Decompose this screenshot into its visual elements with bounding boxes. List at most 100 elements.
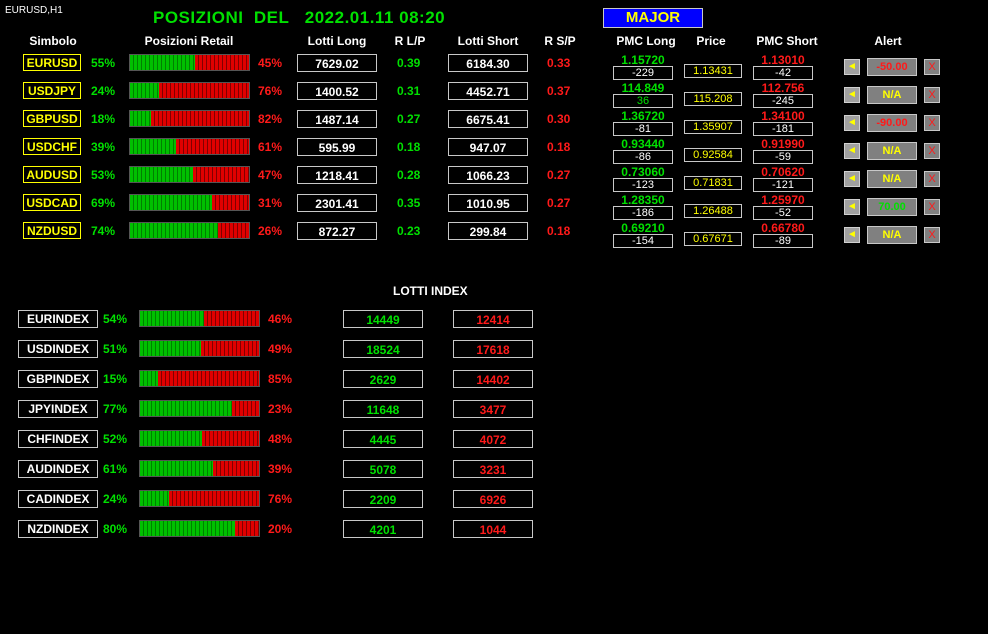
alert-value[interactable]: -90.00: [867, 114, 917, 132]
alert-bell-icon[interactable]: ◄: [844, 59, 860, 75]
header-lotti-short: Lotti Short: [457, 34, 519, 48]
rsp-value: 0.30: [547, 112, 571, 126]
short-bar-fill: [212, 195, 249, 210]
short-percent: 76%: [258, 84, 283, 98]
alert-close-icon[interactable]: X: [924, 87, 940, 103]
symbol-button[interactable]: EURUSD: [23, 54, 81, 71]
pmc-short-value: 0.91990: [761, 137, 805, 151]
short-bar-fill: [168, 491, 259, 506]
index-long-lots: 11648: [343, 400, 423, 418]
lotti-short-value: 947.07: [448, 138, 528, 156]
index-position-bar: [139, 490, 260, 507]
pmc-long-diff: -86: [613, 150, 673, 164]
page-title: POSIZIONI DEL 2022.01.11 08:20: [153, 8, 446, 27]
lotti-long-value: 1218.41: [297, 166, 377, 184]
short-bar-fill: [231, 401, 259, 416]
short-bar-fill: [200, 341, 259, 356]
index-long-lots: 14449: [343, 310, 423, 328]
pmc-long-diff: -229: [613, 66, 673, 80]
alert-bell-icon[interactable]: ◄: [844, 115, 860, 131]
pmc-short-value: 0.70620: [761, 165, 805, 179]
rsp-value: 0.33: [547, 56, 571, 70]
index-long-percent: 61%: [103, 462, 128, 476]
pmc-long-diff: -123: [613, 178, 673, 192]
pmc-long-value: 1.36720: [621, 109, 665, 123]
rlp-value: 0.28: [397, 168, 421, 182]
long-bar-fill: [130, 55, 196, 70]
long-bar-fill: [140, 341, 201, 356]
index-short-percent: 76%: [268, 492, 293, 506]
index-name: CHFINDEX: [18, 430, 98, 448]
alert-bell-icon[interactable]: ◄: [844, 227, 860, 243]
alert-value[interactable]: 70.00: [867, 198, 917, 216]
rlp-value: 0.27: [397, 112, 421, 126]
short-bar-fill: [195, 55, 249, 70]
alert-close-icon[interactable]: X: [924, 227, 940, 243]
lotti-short-value: 4452.71: [448, 82, 528, 100]
symbol-button[interactable]: AUDUSD: [23, 166, 81, 183]
pmc-long-value: 114.849: [621, 81, 665, 95]
alert-bell-icon[interactable]: ◄: [844, 199, 860, 215]
index-position-bar: [139, 310, 260, 327]
pmc-short-diff: -121: [753, 178, 813, 192]
header-alert: Alert: [874, 34, 902, 48]
header-rlp: R L/P: [394, 34, 426, 48]
major-button[interactable]: MAJOR: [603, 8, 703, 28]
alert-value[interactable]: -50.00: [867, 58, 917, 76]
long-bar-fill: [140, 431, 202, 446]
short-bar-fill: [176, 139, 249, 154]
pmc-long-diff: -186: [613, 206, 673, 220]
symbol-button[interactable]: USDJPY: [23, 82, 81, 99]
index-long-percent: 77%: [103, 402, 128, 416]
index-name: GBPINDEX: [18, 370, 98, 388]
price-value: 115.208: [684, 92, 742, 106]
pmc-short-diff: -42: [753, 66, 813, 80]
retail-position-bar: [129, 82, 250, 99]
rsp-value: 0.18: [547, 224, 571, 238]
alert-bell-icon[interactable]: ◄: [844, 143, 860, 159]
short-percent: 26%: [258, 224, 283, 238]
index-short-lots: 14402: [453, 370, 533, 388]
pmc-short-value: 1.25970: [761, 193, 805, 207]
alert-close-icon[interactable]: X: [924, 115, 940, 131]
alert-value[interactable]: N/A: [867, 226, 917, 244]
alert-close-icon[interactable]: X: [924, 199, 940, 215]
short-bar-fill: [218, 223, 249, 238]
alert-close-icon[interactable]: X: [924, 143, 940, 159]
index-short-lots: 6926: [453, 490, 533, 508]
pmc-short-value: 1.13010: [761, 53, 805, 67]
symbol-button[interactable]: GBPUSD: [23, 110, 81, 127]
symbol-button[interactable]: USDCHF: [23, 138, 81, 155]
index-short-percent: 48%: [268, 432, 293, 446]
lotti-long-value: 595.99: [297, 138, 377, 156]
symbol-button[interactable]: USDCAD: [23, 194, 81, 211]
long-bar-fill: [140, 311, 205, 326]
pmc-short-diff: -245: [753, 94, 813, 108]
index-long-lots: 18524: [343, 340, 423, 358]
lotti-index-title: LOTTI INDEX: [393, 284, 468, 298]
lotti-short-value: 1066.23: [448, 166, 528, 184]
alert-close-icon[interactable]: X: [924, 171, 940, 187]
alert-value[interactable]: N/A: [867, 86, 917, 104]
long-percent: 39%: [91, 140, 116, 154]
symbol-button[interactable]: NZDUSD: [23, 222, 81, 239]
long-percent: 53%: [91, 168, 116, 182]
index-name: JPYINDEX: [18, 400, 98, 418]
lotti-short-value: 1010.95: [448, 194, 528, 212]
short-bar-fill: [201, 431, 259, 446]
index-long-lots: 4445: [343, 430, 423, 448]
alert-close-icon[interactable]: X: [924, 59, 940, 75]
rlp-value: 0.35: [397, 196, 421, 210]
header-pmc-short: PMC Short: [756, 34, 818, 48]
index-position-bar: [139, 520, 260, 537]
alert-bell-icon[interactable]: ◄: [844, 171, 860, 187]
alert-value[interactable]: N/A: [867, 142, 917, 160]
alert-value[interactable]: N/A: [867, 170, 917, 188]
index-short-percent: 20%: [268, 522, 293, 536]
index-long-percent: 15%: [103, 372, 128, 386]
index-short-lots: 17618: [453, 340, 533, 358]
alert-bell-icon[interactable]: ◄: [844, 87, 860, 103]
pmc-short-value: 0.66780: [761, 221, 805, 235]
lotti-long-value: 1487.14: [297, 110, 377, 128]
short-bar-fill: [158, 83, 249, 98]
